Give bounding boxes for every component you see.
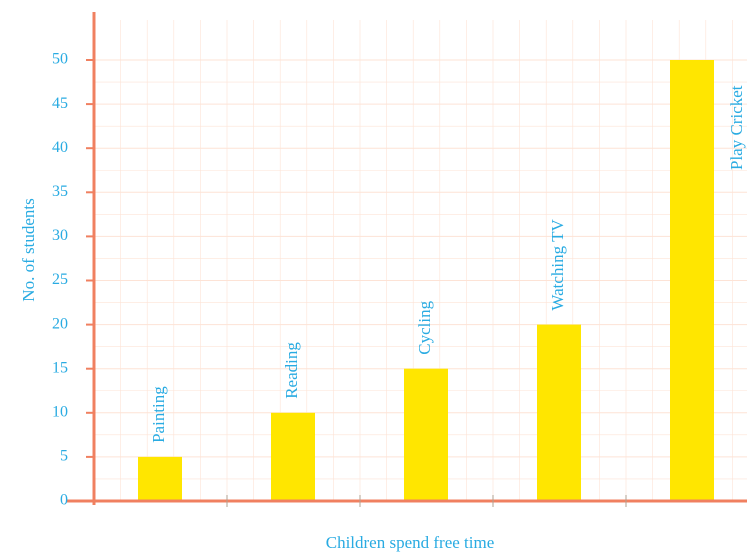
- category-label: Watching TV: [548, 219, 567, 311]
- y-tick-label: 45: [52, 95, 68, 112]
- y-tick-labels: 0 5 10 15 20 25 30 35 40 45 50: [52, 51, 68, 509]
- y-tick-label: 35: [52, 183, 68, 200]
- category-label: Reading: [282, 342, 301, 399]
- category-label: Cycling: [415, 300, 434, 354]
- category-labels: Painting Reading Cycling Watching TV Play Cr…: [149, 85, 746, 443]
- y-tick-label: 5: [60, 448, 68, 465]
- bar-play-cricket: [670, 60, 714, 501]
- bars: [138, 60, 714, 501]
- y-tick-label: 25: [52, 271, 68, 288]
- y-tick-label: 10: [52, 403, 68, 420]
- bar-painting: [138, 456, 182, 501]
- category-label: Painting: [149, 386, 168, 443]
- y-tick-label: 40: [52, 139, 68, 156]
- y-tick-label: 30: [52, 227, 68, 244]
- axes: [66, 12, 747, 507]
- bar-watching-tv: [537, 324, 581, 501]
- y-tick-label: 20: [52, 315, 68, 332]
- category-label: Play Cricket: [727, 85, 746, 170]
- y-tick-label: 50: [52, 51, 68, 68]
- y-tick-label: 0: [60, 492, 68, 509]
- y-axis-title: No. of students: [19, 198, 38, 301]
- bar-reading: [271, 412, 315, 501]
- x-axis-title: Children spend free time: [326, 533, 495, 552]
- y-tick-label: 15: [52, 359, 68, 376]
- bar-cycling: [404, 368, 448, 501]
